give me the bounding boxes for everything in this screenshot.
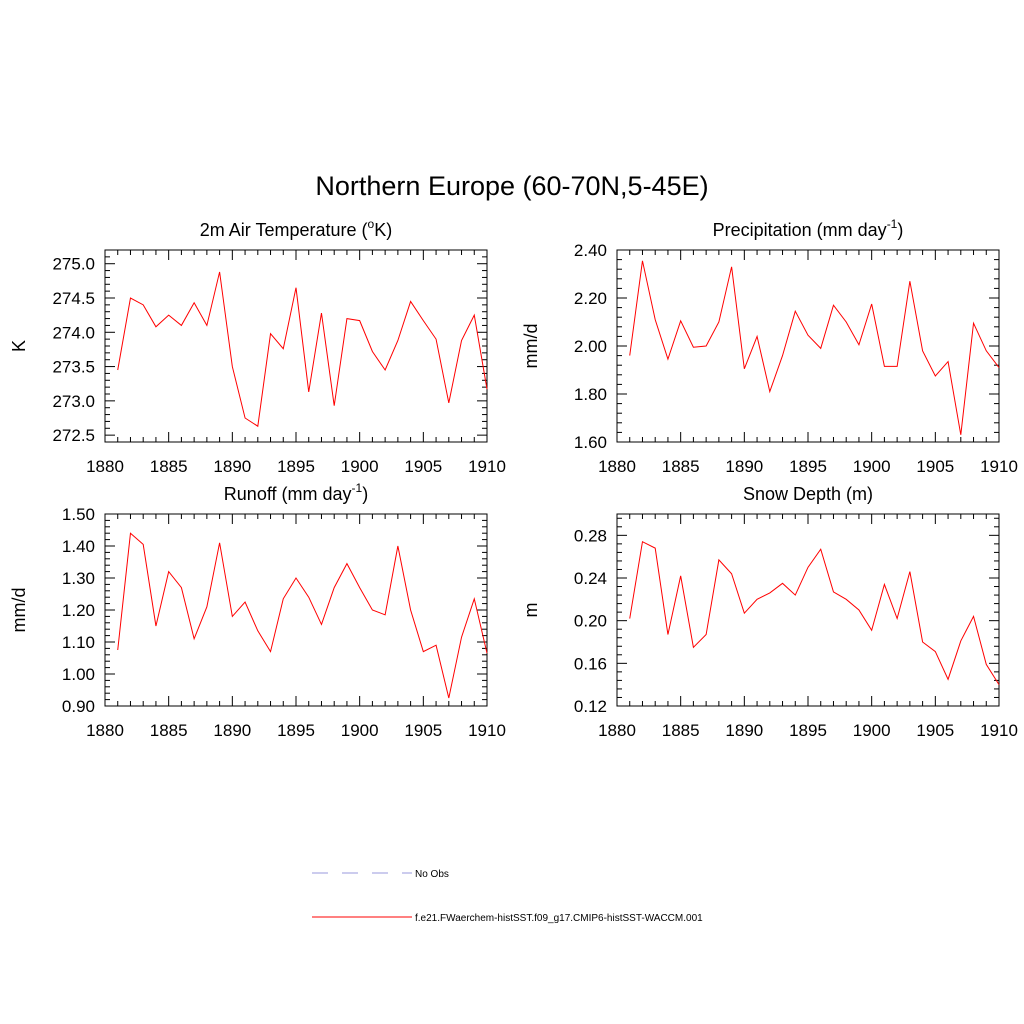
x-tick-label: 1895 xyxy=(277,457,315,476)
x-tick-label: 1900 xyxy=(341,457,379,476)
chart-panel-runoff: Runoff (mm day-1) 1880 1885 1890 1895 1900 190… xyxy=(9,481,506,740)
x-tick-label: 1880 xyxy=(86,457,124,476)
y-axis-label: K xyxy=(9,340,29,352)
panel-title: Precipitation (mm day-1) xyxy=(713,217,904,240)
x-tick-label: 1905 xyxy=(916,457,954,476)
chart-panel-precipitation: Precipitation (mm day-1) 1880 1885 1890 1895… xyxy=(521,217,1018,476)
x-tick-label: 1905 xyxy=(404,457,442,476)
y-tick-label: 274.5 xyxy=(52,289,95,308)
y-tick-label: 0.20 xyxy=(574,612,607,631)
series-line-snow-depth xyxy=(629,540,1000,685)
y-tick-label: 1.00 xyxy=(62,665,95,684)
y-tick-label: 1.20 xyxy=(62,601,95,620)
y-tick-label: 0.90 xyxy=(62,697,95,716)
panel-title-superscript: o xyxy=(368,217,375,231)
y-tick-label: 1.30 xyxy=(62,569,95,588)
y-tick-label: 0.16 xyxy=(574,654,607,673)
panel-title-text: Runoff (mm day xyxy=(224,484,352,504)
x-tick-label: 1890 xyxy=(725,721,763,740)
y-tick-label: 0.24 xyxy=(574,569,607,588)
x-tick-label: 1905 xyxy=(916,721,954,740)
y-tick-label: 2.40 xyxy=(574,241,607,260)
legend: No Obs f.e21.FWaerchem-histSST.f09_g17.C… xyxy=(312,869,703,924)
x-tick-label: 1910 xyxy=(468,721,506,740)
x-tick-label: 1910 xyxy=(980,457,1018,476)
y-tick-label: 1.80 xyxy=(574,385,607,404)
y-tick-label: 2.20 xyxy=(574,289,607,308)
y-axis-label: mm/d xyxy=(521,324,541,369)
chart-panel-snow-depth: Snow Depth (m) 1880 1885 1890 1895 1900 1905 19… xyxy=(521,484,1018,740)
x-tick-label: 1910 xyxy=(468,457,506,476)
panel-title-text: Snow Depth (m) xyxy=(743,484,873,504)
y-tick-label: 1.60 xyxy=(574,433,607,452)
y-tick-label: 2.00 xyxy=(574,337,607,356)
panel-title: 2m Air Temperature (oK) xyxy=(200,217,392,240)
x-tick-label: 1885 xyxy=(150,721,188,740)
panels: 2m Air Temperature (oK)1880 1885 1890 1895 1… xyxy=(9,217,1018,740)
panel-title-text: Precipitation (mm day xyxy=(713,220,887,240)
x-tick-label: 1900 xyxy=(853,457,891,476)
x-tick-label: 1880 xyxy=(598,457,636,476)
series-line-air-temperature xyxy=(117,271,488,428)
x-tick-label: 1890 xyxy=(213,457,251,476)
y-tick-label: 1.40 xyxy=(62,537,95,556)
panel-title-suffix: K) xyxy=(374,220,392,240)
x-tick-label: 1885 xyxy=(662,721,700,740)
plot-frame xyxy=(616,249,1000,443)
x-tick-label: 1895 xyxy=(277,721,315,740)
x-tick-label: 1895 xyxy=(789,721,827,740)
figure-title: Northern Europe (60-70N,5-45E) xyxy=(315,171,708,201)
panel-title-text: 2m Air Temperature ( xyxy=(200,220,368,240)
y-axis-label: mm/d xyxy=(9,588,29,633)
plot-frame xyxy=(104,513,488,707)
x-tick-label: 1900 xyxy=(341,721,379,740)
x-tick-label: 1885 xyxy=(662,457,700,476)
y-tick-label: 0.28 xyxy=(574,526,607,545)
panel-title: Runoff (mm day-1) xyxy=(224,481,368,504)
series-line-runoff xyxy=(117,532,488,699)
legend-label-no-obs: No Obs xyxy=(415,869,449,880)
x-tick-label: 1880 xyxy=(598,721,636,740)
panel-title-suffix: ) xyxy=(897,220,903,240)
x-tick-label: 1890 xyxy=(725,457,763,476)
x-tick-label: 1885 xyxy=(150,457,188,476)
panel-title-superscript: -1 xyxy=(887,217,898,231)
panel-title: Snow Depth (m) xyxy=(743,484,873,504)
y-axis-label: m xyxy=(521,603,541,618)
chart-panel-air-temperature: 2m Air Temperature (oK) 1880 1885 1890 1895 1… xyxy=(9,217,506,476)
y-tick-label: 272.5 xyxy=(52,426,95,445)
y-tick-label: 1.10 xyxy=(62,633,95,652)
y-tick-label: 274.0 xyxy=(52,323,95,342)
legend-label-model: f.e21.FWaerchem-histSST.f09_g17.CMIP6-hi… xyxy=(415,913,703,924)
series-line-precipitation xyxy=(629,260,1000,435)
panel-title-suffix: ) xyxy=(362,484,368,504)
y-tick-label: 1.50 xyxy=(62,505,95,524)
y-tick-label: 0.12 xyxy=(574,697,607,716)
x-tick-label: 1900 xyxy=(853,721,891,740)
x-tick-label: 1910 xyxy=(980,721,1018,740)
x-tick-label: 1905 xyxy=(404,721,442,740)
y-tick-label: 273.5 xyxy=(52,358,95,377)
x-tick-label: 1880 xyxy=(86,721,124,740)
plot-frame xyxy=(104,249,488,443)
x-tick-label: 1890 xyxy=(213,721,251,740)
y-tick-label: 275.0 xyxy=(52,255,95,274)
panel-title-superscript: -1 xyxy=(352,481,363,495)
y-tick-label: 273.0 xyxy=(52,392,95,411)
plot-frame xyxy=(616,513,1000,707)
x-tick-label: 1895 xyxy=(789,457,827,476)
